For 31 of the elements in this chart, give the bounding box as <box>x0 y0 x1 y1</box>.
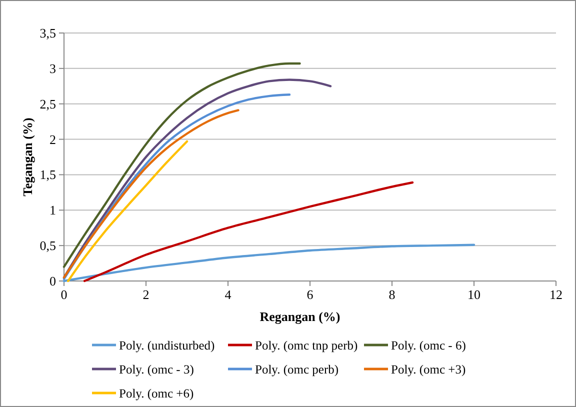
line-series <box>67 140 188 282</box>
x-tick-label: 2 <box>142 287 150 302</box>
line-series <box>83 181 414 282</box>
y-tick-label: 2 <box>50 132 56 147</box>
y-tick-label: 1,5 <box>40 167 56 182</box>
x-tick-label: 8 <box>388 287 396 302</box>
legend-label: Poly. (omc tnp perb) <box>255 338 358 352</box>
y-tick-label: 2,5 <box>40 96 56 112</box>
y-tick-label: 0,5 <box>40 238 56 254</box>
legend-label: Poly. (omc +6) <box>119 386 194 400</box>
legend-label: Poly. (omc perb) <box>255 362 339 376</box>
y-tick-label: 0 <box>50 274 56 288</box>
y-axis-title: Tegangan (%) <box>20 118 35 196</box>
line-series <box>62 62 301 268</box>
y-tick-label: 3,5 <box>40 26 56 40</box>
line-series <box>62 244 476 282</box>
legend-label: Poly. (omc - 6) <box>391 338 466 352</box>
x-tick-label: 4 <box>224 287 232 302</box>
line-series <box>62 109 240 279</box>
legend-label: Poly. (omc - 3) <box>119 362 194 376</box>
legend-label: Poly. (undisturbed) <box>119 338 215 352</box>
line-series <box>62 94 291 280</box>
x-tick-label: 10 <box>468 287 480 302</box>
x-tick-label: 6 <box>306 287 314 302</box>
legend-label: Poly. (omc +3) <box>391 362 466 376</box>
x-tick-label: 12 <box>550 287 562 302</box>
y-tick-label: 1 <box>50 202 56 218</box>
x-axis-title: Regangan (%) <box>260 309 340 324</box>
y-tick-label: 3 <box>50 60 56 76</box>
x-tick-label: 0 <box>60 287 68 302</box>
line-series <box>62 78 332 279</box>
